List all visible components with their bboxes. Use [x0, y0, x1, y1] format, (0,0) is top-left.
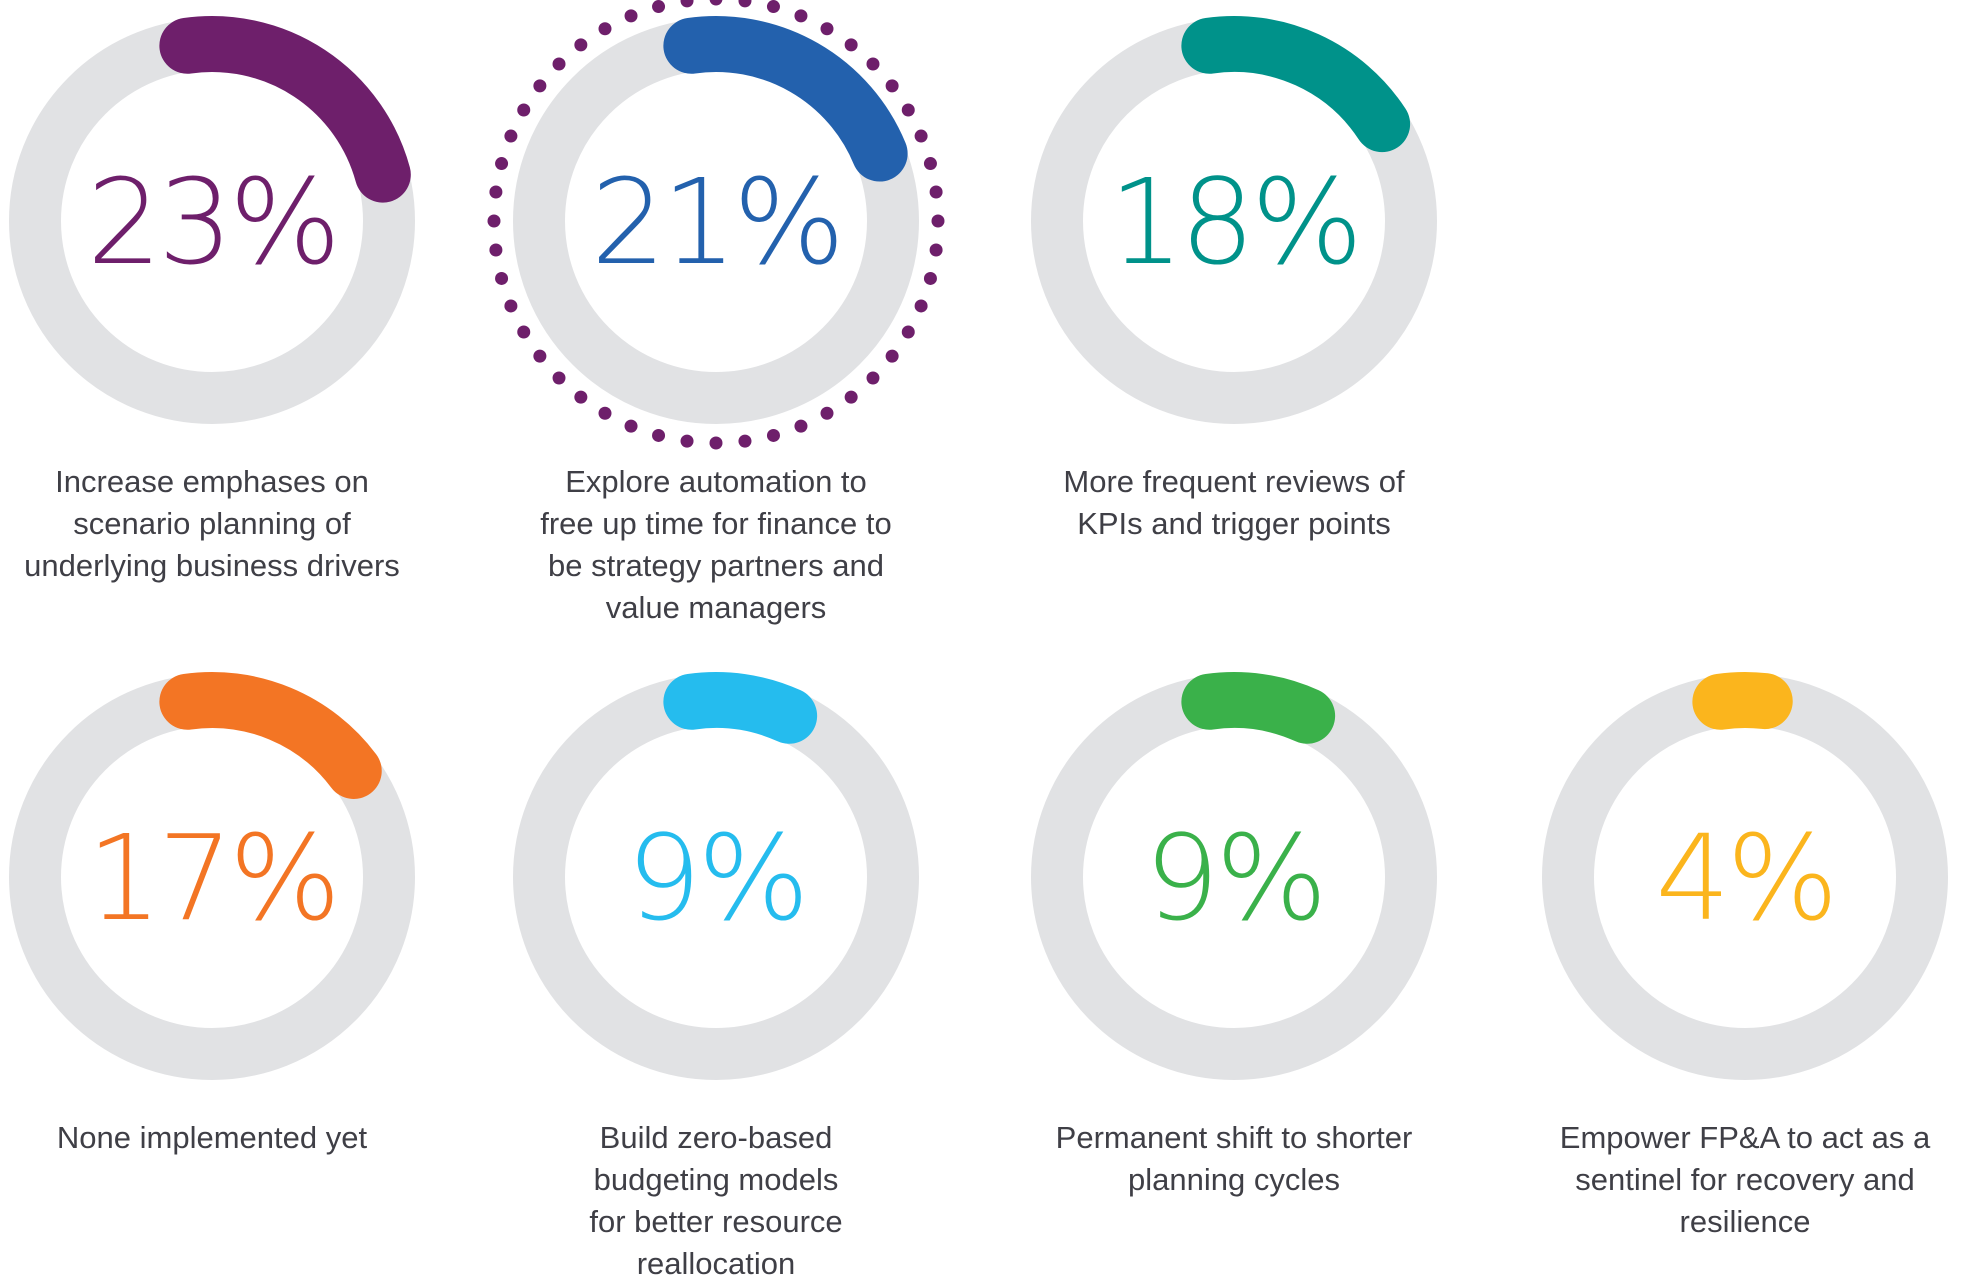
donut-value-arc [663, 672, 818, 744]
highlight-dot [885, 79, 899, 93]
highlight-dot [533, 79, 547, 93]
highlight-dot [738, 434, 752, 448]
percentage-label: 23% [87, 153, 337, 291]
highlight-dot [574, 38, 588, 52]
highlight-dot [598, 22, 612, 36]
caption-line: More frequent reviews of [1063, 464, 1405, 499]
percentage-label: 18% [1109, 153, 1359, 291]
highlight-dot [652, 428, 666, 442]
caption-line: sentinel for recovery and [1575, 1162, 1915, 1197]
caption-line: free up time for finance to [540, 506, 892, 541]
highlight-dot [504, 299, 518, 313]
highlight-dot [709, 0, 723, 6]
highlight-dot [552, 371, 566, 385]
donut-chart-7: 4% [1542, 672, 1948, 1080]
highlight-dot [504, 129, 518, 143]
highlight-dot [495, 157, 509, 171]
caption-line: scenario planning of [73, 506, 351, 541]
caption-line: KPIs and trigger points [1077, 506, 1391, 541]
donut-caption: Build zero-based budgeting models for bett… [506, 1117, 926, 1285]
highlight-dot [844, 390, 858, 404]
donut-value-arc [1692, 672, 1793, 730]
highlight-dotted-ring [487, 0, 945, 450]
caption-line: be strategy partners and [547, 548, 885, 583]
caption-line: value managers [605, 590, 827, 625]
highlight-dot [820, 406, 834, 420]
caption-line: underlying business drivers [24, 548, 400, 583]
highlight-dot [914, 299, 928, 313]
highlight-dot [517, 325, 531, 339]
caption-line: budgeting models [593, 1162, 839, 1197]
highlight-dot [929, 185, 943, 199]
highlight-dot [489, 243, 503, 257]
highlight-dot [929, 243, 943, 257]
caption-line: Permanent shift to shorter [1055, 1120, 1413, 1155]
donut-chart-4: 17% [9, 672, 415, 1080]
highlight-dot [844, 38, 858, 52]
highlight-dot [901, 325, 915, 339]
highlight-dot [652, 0, 666, 14]
caption-line: Explore automation to [565, 464, 867, 499]
donut-value-arc [159, 672, 382, 799]
caption-line: planning cycles [1128, 1162, 1340, 1197]
highlight-dot [624, 9, 638, 23]
donut-caption: None implemented yet [2, 1117, 422, 1159]
highlight-dot [901, 103, 915, 117]
highlight-dot [766, 0, 780, 14]
percentage-label: 21% [591, 153, 841, 291]
highlight-dot [680, 0, 694, 8]
donut-caption: Explore automation to free up time for fi… [506, 461, 926, 629]
caption-line: Empower FP&A to act as a [1559, 1120, 1931, 1155]
highlight-dot [866, 371, 880, 385]
percentage-label: 9% [626, 809, 805, 947]
percentage-label: 4% [1655, 809, 1834, 947]
donut-caption: Permanent shift to shorter planning cycle… [1024, 1117, 1444, 1201]
donut-caption: Increase emphases on scenario planning of… [2, 461, 422, 587]
donut-chart-6: 9% [1031, 672, 1437, 1080]
highlight-dot [552, 57, 566, 71]
highlight-dot [766, 428, 780, 442]
highlight-dot [495, 271, 509, 285]
donut-chart-1: 23% [9, 16, 415, 424]
highlight-dot [866, 57, 880, 71]
donut-caption: Empower FP&A to act as a sentinel for rec… [1535, 1117, 1955, 1243]
donut-value-arc [159, 16, 411, 203]
highlight-dot [794, 419, 808, 433]
highlight-dot [574, 390, 588, 404]
donut-chart-2: 21% [487, 0, 945, 450]
highlight-dot [820, 22, 834, 36]
donut-chart-5: 9% [513, 672, 919, 1080]
highlight-dot [931, 214, 945, 228]
caption-line: Increase emphases on [55, 464, 369, 499]
caption-line: None implemented yet [56, 1120, 368, 1155]
donut-chart-3: 18% [1031, 16, 1437, 424]
highlight-dot [923, 271, 937, 285]
caption-line: Build zero-based [599, 1120, 833, 1155]
donut-value-arc [1181, 16, 1411, 153]
highlight-dot [794, 9, 808, 23]
highlight-dot [598, 406, 612, 420]
highlight-dot [517, 103, 531, 117]
caption-line: for better resource [589, 1204, 843, 1239]
donut-value-arc [663, 16, 908, 182]
highlight-dot [738, 0, 752, 8]
highlight-dot [923, 157, 937, 171]
highlight-dot [680, 434, 694, 448]
highlight-dot [487, 214, 501, 228]
highlight-dot [914, 129, 928, 143]
highlight-dot [885, 349, 899, 363]
donut-value-arc [1181, 672, 1336, 744]
highlight-dot [533, 349, 547, 363]
caption-line: resilience [1679, 1204, 1811, 1239]
highlight-dot [489, 185, 503, 199]
percentage-label: 17% [87, 809, 337, 947]
caption-line: reallocation [636, 1246, 796, 1281]
highlight-dot [709, 436, 723, 450]
percentage-label: 9% [1144, 809, 1323, 947]
donut-caption: More frequent reviews of KPIs and trigger… [1024, 461, 1444, 545]
highlight-dot [624, 419, 638, 433]
